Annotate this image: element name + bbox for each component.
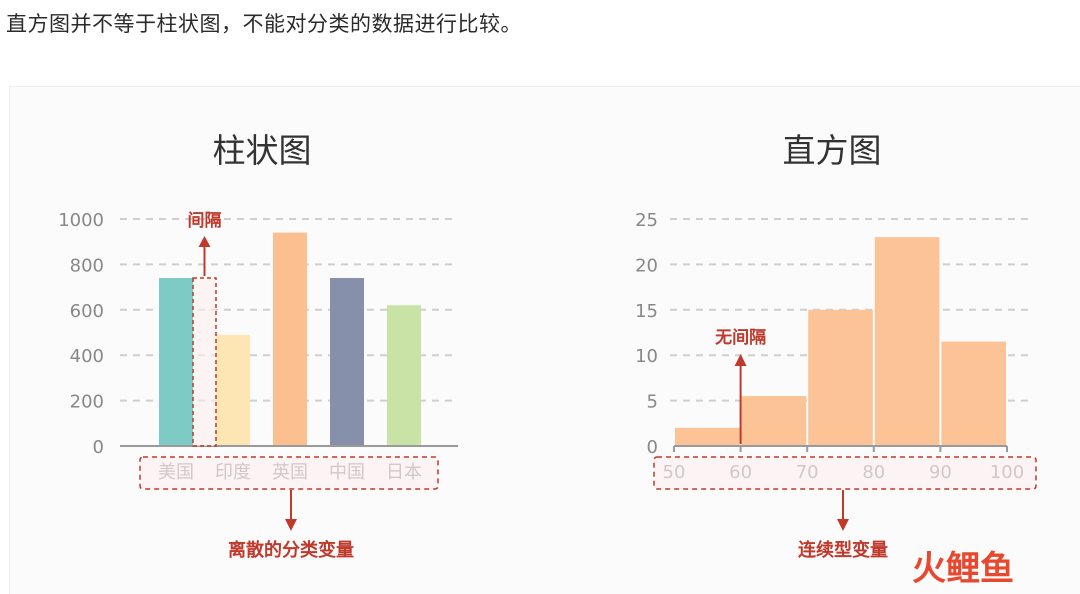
- y-tick-label: 5: [647, 392, 658, 413]
- bar: [330, 278, 364, 446]
- y-tick-label: 25: [635, 210, 658, 231]
- variable-highlight-box: [653, 456, 1037, 490]
- y-tick-label: 0: [647, 437, 658, 458]
- y-tick-label: 0: [93, 437, 104, 458]
- y-tick-label: 800: [70, 255, 104, 276]
- gap-arrow-head: [198, 236, 211, 247]
- gap-label: 间隔: [188, 210, 222, 231]
- histogram-bin: [941, 341, 1006, 446]
- variable-label: 连续型变量: [798, 539, 888, 561]
- watermark-text: 火鲤鱼: [912, 549, 1014, 588]
- no-gap-arrow-head: [734, 354, 747, 366]
- y-tick-label: 10: [635, 346, 658, 367]
- histogram-bin: [808, 309, 873, 446]
- variable-arrow-head: [837, 519, 849, 531]
- histogram-bin: [874, 237, 940, 446]
- bar: [216, 334, 250, 446]
- bar: [273, 232, 307, 446]
- category-label: 离散的分类变量: [228, 539, 354, 561]
- bar: [387, 305, 421, 446]
- histogram-title: 直方图: [782, 131, 882, 170]
- bar: [159, 278, 193, 446]
- bar-chart: 02004006008001000美国印度英国中国日本间隔离散的分类变量: [58, 210, 458, 561]
- y-tick-label: 600: [70, 301, 104, 322]
- intro-text: 直方图并不等于柱状图，不能对分类的数据进行比较。: [6, 12, 522, 36]
- watermark-logo: 火鲤鱼: [912, 549, 1014, 588]
- category-arrow-head: [285, 519, 297, 531]
- gap-highlight-box: [192, 277, 217, 447]
- category-highlight-box: [139, 456, 439, 490]
- no-gap-label: 无间隔: [714, 327, 766, 348]
- histogram-bin: [741, 396, 807, 446]
- histogram-bin: [675, 427, 740, 446]
- y-tick-label: 200: [70, 392, 104, 413]
- y-tick-label: 20: [635, 255, 658, 276]
- bar-chart-title: 柱状图: [212, 131, 312, 170]
- y-tick-label: 1000: [58, 210, 104, 231]
- y-tick-label: 400: [70, 346, 104, 367]
- y-tick-label: 15: [635, 301, 658, 322]
